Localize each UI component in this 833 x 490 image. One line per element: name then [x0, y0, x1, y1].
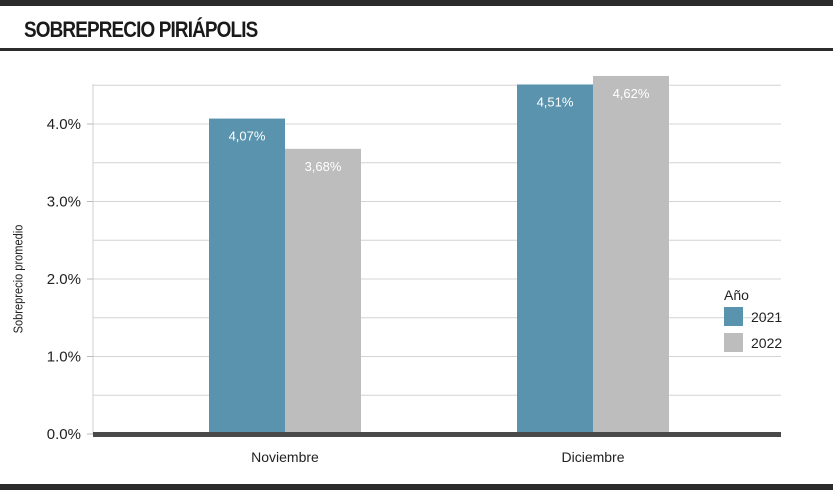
title-divider [0, 48, 833, 51]
x-axis-baseline [93, 432, 781, 437]
bottom-border [0, 484, 833, 490]
gridlines [92, 84, 781, 434]
legend-label-2021: 2021 [751, 309, 782, 325]
legend-title: Año [724, 287, 749, 303]
x-category-label: Noviembre [251, 449, 319, 465]
bars [93, 75, 781, 437]
data-label: 3,68% [305, 159, 342, 174]
y-tick-label: 0.0% [47, 426, 81, 443]
top-border [0, 0, 833, 6]
y-ticks: 0.0% 1.0% 2.0% 3.0% 4.0% [47, 116, 93, 443]
x-category-label: Diciembre [561, 449, 624, 465]
data-label: 4,51% [537, 94, 574, 109]
y-tick-label: 2.0% [47, 271, 81, 288]
legend-swatch-2021 [724, 307, 743, 326]
data-label: 4,07% [229, 129, 266, 144]
legend-label-2022: 2022 [751, 335, 782, 351]
legend-swatch-2022 [724, 333, 743, 352]
data-labels: 4,07% 3,68% 4,51% 4,62% [229, 86, 650, 174]
y-tick-label: 1.0% [47, 349, 81, 366]
bar-2021-noviembre [209, 118, 285, 434]
y-tick-label: 3.0% [47, 194, 81, 211]
bar-2022-diciembre [593, 75, 669, 434]
chart-title: SOBREPRECIO PIRIÁPOLIS [24, 17, 258, 42]
bar-2022-noviembre [285, 148, 361, 435]
y-tick-label: 4.0% [47, 116, 81, 133]
x-categories: Noviembre Diciembre [251, 449, 625, 465]
data-label: 4,62% [613, 86, 650, 101]
bar-2021-diciembre [517, 84, 593, 434]
